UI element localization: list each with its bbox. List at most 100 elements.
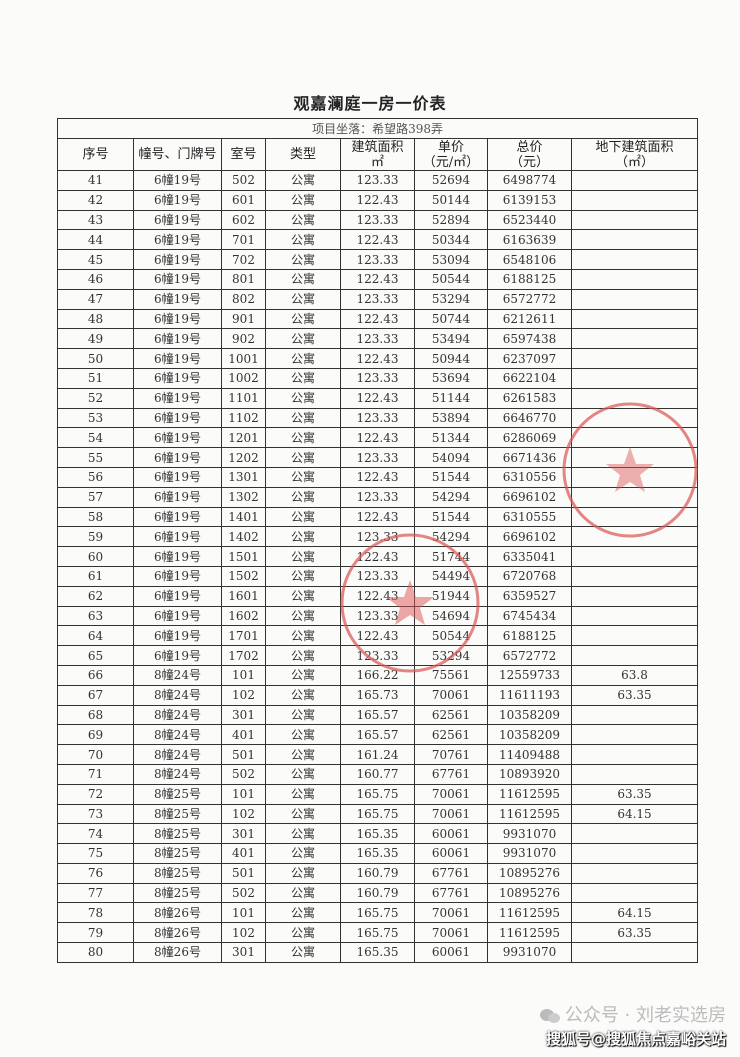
cell-area: 122.43 <box>340 625 415 647</box>
cell-type: 公寓 <box>265 466 341 488</box>
cell-room: 1501 <box>221 546 266 567</box>
cell-unit-address: 8幢24号 <box>133 684 222 706</box>
cell-area: 122.43 <box>340 585 415 607</box>
cell-seq: 57 <box>57 486 134 508</box>
cell-unit-price: 70761 <box>414 744 488 765</box>
cell-unit-address: 6幢19号 <box>133 466 222 488</box>
cell-unit-price: 67761 <box>414 763 488 785</box>
cell-seq: 58 <box>57 506 134 528</box>
cell-type: 公寓 <box>265 387 341 409</box>
project-location: 项目坐落：希望路398弄 <box>56 118 699 139</box>
cell-total-price: 6163639 <box>487 229 572 251</box>
cell-total-price: 10895276 <box>487 882 572 904</box>
cell-seq: 59 <box>57 526 134 548</box>
cell-room: 602 <box>221 209 266 231</box>
cell-type: 公寓 <box>265 704 341 726</box>
cell-total-price: 6335041 <box>487 546 572 567</box>
cell-area: 160.79 <box>340 862 415 884</box>
cell-type: 公寓 <box>265 803 341 825</box>
cell-total-price: 6498774 <box>487 170 572 191</box>
cell-total-price: 6310556 <box>487 466 572 488</box>
cell-type: 公寓 <box>265 645 341 666</box>
cell-room: 502 <box>221 763 266 785</box>
cell-room: 802 <box>221 288 266 310</box>
cell-basement-area <box>570 744 699 765</box>
cell-total-price: 6310555 <box>487 506 572 528</box>
column-header: 室号 <box>221 138 266 171</box>
cell-seq: 65 <box>57 645 134 666</box>
cell-unit-address: 6幢19号 <box>133 189 222 211</box>
cell-room: 1602 <box>221 605 266 627</box>
cell-basement-area <box>570 387 699 409</box>
cell-basement-area <box>570 268 699 290</box>
cell-unit-price: 51744 <box>414 546 488 567</box>
cell-type: 公寓 <box>265 506 341 528</box>
cell-room: 101 <box>221 664 266 686</box>
cell-seq: 62 <box>57 585 134 607</box>
wechat-watermark: 公众号 · 刘老实选房 <box>539 1001 726 1027</box>
cell-basement-area <box>570 625 699 647</box>
cell-area: 160.79 <box>340 882 415 904</box>
table-row: 62 6幢19号 1601 公寓 122.43 51944 6359527 <box>57 585 699 607</box>
cell-area: 165.75 <box>340 783 415 805</box>
cell-basement-area: 63.35 <box>570 684 699 706</box>
column-header: 序号 <box>57 138 134 171</box>
table-row: 59 6幢19号 1402 公寓 123.33 54294 6696102 <box>57 526 699 548</box>
cell-seq: 54 <box>57 427 134 449</box>
cell-unit-price: 60061 <box>414 823 488 845</box>
cell-unit-price: 70061 <box>414 922 488 944</box>
cell-total-price: 6359527 <box>487 585 572 607</box>
cell-unit-price: 52694 <box>414 170 488 191</box>
cell-unit-address: 6幢19号 <box>133 565 222 587</box>
cell-basement-area <box>570 526 699 548</box>
cell-room: 902 <box>221 328 266 350</box>
cell-seq: 67 <box>57 684 134 706</box>
cell-seq: 43 <box>57 209 134 231</box>
table-row: 46 6幢19号 801 公寓 122.43 50544 6188125 <box>57 268 699 290</box>
table-row: 75 8幢25号 401 公寓 165.35 60061 9931070 <box>57 843 699 864</box>
cell-seq: 64 <box>57 625 134 647</box>
cell-total-price: 6237097 <box>487 348 572 369</box>
cell-basement-area <box>570 447 699 468</box>
cell-type: 公寓 <box>265 724 341 746</box>
cell-total-price: 9931070 <box>487 823 572 845</box>
cell-unit-price: 50944 <box>414 348 488 369</box>
cell-basement-area: 63.8 <box>570 664 699 686</box>
cell-area: 165.57 <box>340 724 415 746</box>
cell-total-price: 6696102 <box>487 486 572 508</box>
cell-unit-price: 70061 <box>414 803 488 825</box>
cell-room: 1201 <box>221 427 266 449</box>
cell-unit-address: 6幢19号 <box>133 526 222 548</box>
table-row: 44 6幢19号 701 公寓 122.43 50344 6163639 <box>57 229 699 251</box>
cell-type: 公寓 <box>265 288 341 310</box>
cell-seq: 78 <box>57 902 134 924</box>
cell-total-price: 10895276 <box>487 862 572 884</box>
table-row: 49 6幢19号 902 公寓 123.33 53494 6597438 <box>57 328 699 350</box>
cell-total-price: 6572772 <box>487 645 572 666</box>
cell-seq: 41 <box>57 170 134 191</box>
cell-unit-address: 8幢24号 <box>133 724 222 746</box>
cell-area: 122.43 <box>340 229 415 251</box>
cell-seq: 76 <box>57 862 134 884</box>
cell-area: 123.33 <box>340 170 415 191</box>
cell-basement-area <box>570 724 699 746</box>
cell-unit-address: 8幢26号 <box>133 922 222 944</box>
cell-unit-address: 8幢25号 <box>133 783 222 805</box>
cell-basement-area <box>570 189 699 211</box>
cell-seq: 51 <box>57 367 134 389</box>
cell-room: 101 <box>221 902 266 924</box>
table-row: 74 8幢25号 301 公寓 165.35 60061 9931070 <box>57 823 699 845</box>
cell-room: 1402 <box>221 526 266 548</box>
table-row: 67 8幢24号 102 公寓 165.73 70061 11611193 63.35 <box>57 684 699 706</box>
cell-total-price: 6548106 <box>487 249 572 270</box>
cell-total-price: 11612595 <box>487 783 572 805</box>
cell-area: 165.35 <box>340 942 415 963</box>
cell-type: 公寓 <box>265 783 341 805</box>
table-row: 61 6幢19号 1502 公寓 123.33 54494 6720768 <box>57 565 699 587</box>
cell-type: 公寓 <box>265 565 341 587</box>
table-row: 53 6幢19号 1102 公寓 123.33 53894 6646770 <box>57 407 699 429</box>
cell-area: 165.73 <box>340 684 415 706</box>
cell-unit-address: 8幢26号 <box>133 942 222 963</box>
